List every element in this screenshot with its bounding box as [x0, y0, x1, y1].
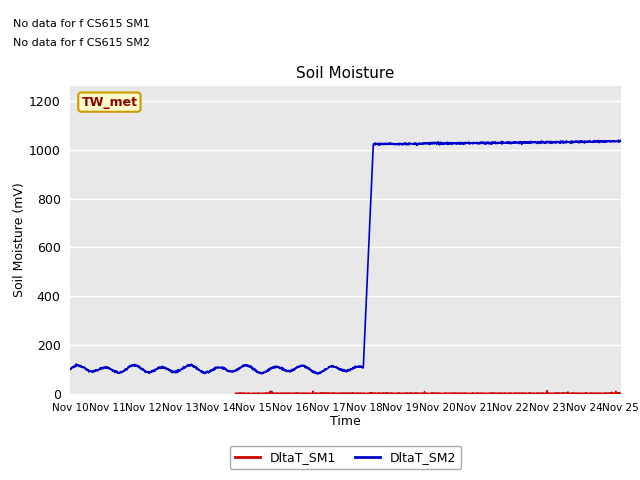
Text: No data for f CS615 SM1: No data for f CS615 SM1	[13, 19, 150, 29]
Legend: DltaT_SM1, DltaT_SM2: DltaT_SM1, DltaT_SM2	[230, 446, 461, 469]
Y-axis label: Soil Moisture (mV): Soil Moisture (mV)	[13, 182, 26, 298]
Title: Soil Moisture: Soil Moisture	[296, 66, 395, 81]
X-axis label: Time: Time	[330, 415, 361, 429]
Text: No data for f CS615 SM2: No data for f CS615 SM2	[13, 38, 150, 48]
Text: TW_met: TW_met	[81, 96, 138, 108]
